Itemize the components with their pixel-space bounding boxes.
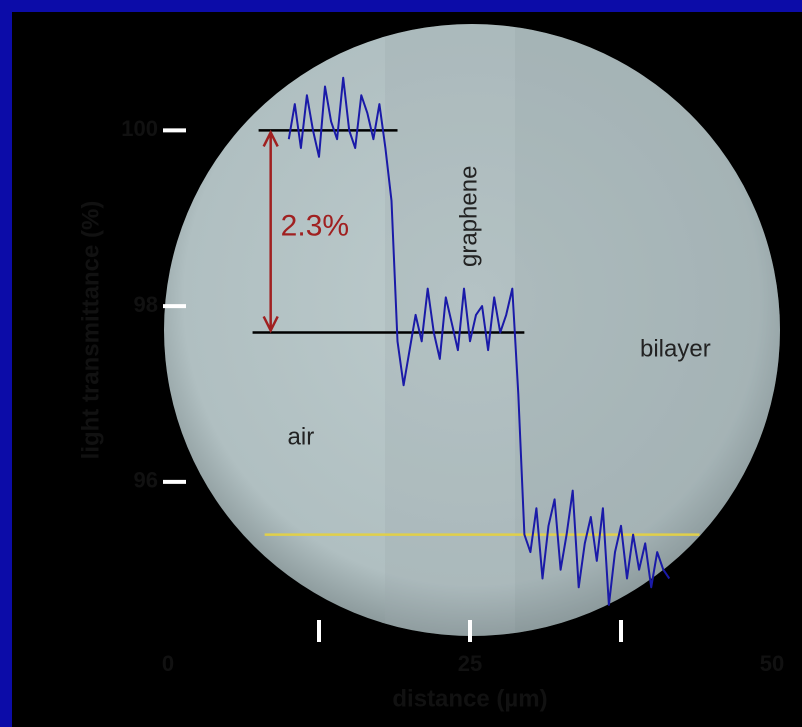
y-tick-label: 100 <box>121 116 158 141</box>
x-axis-label: distance (µm) <box>392 685 547 712</box>
annotation: graphene <box>455 166 482 267</box>
y-tick-label: 98 <box>134 292 158 317</box>
plot: 96 98 100 0 25 50 2.3% graphene bilayer air <box>121 76 784 676</box>
x-tick-label: 0 <box>162 651 174 676</box>
y-tick-label: 96 <box>134 468 158 493</box>
annotation: bilayer <box>640 335 711 362</box>
x-tick-label: 25 <box>458 651 482 676</box>
data-line <box>287 76 671 606</box>
arrow-label: 2.3% <box>281 209 349 242</box>
y-axis-label: light transmittance (%) <box>77 201 104 460</box>
graphene-region <box>385 24 515 636</box>
annotation: air <box>288 423 315 450</box>
arrow-head <box>262 129 279 147</box>
x-tick-label: 50 <box>760 651 784 676</box>
arrow-head <box>262 315 279 334</box>
